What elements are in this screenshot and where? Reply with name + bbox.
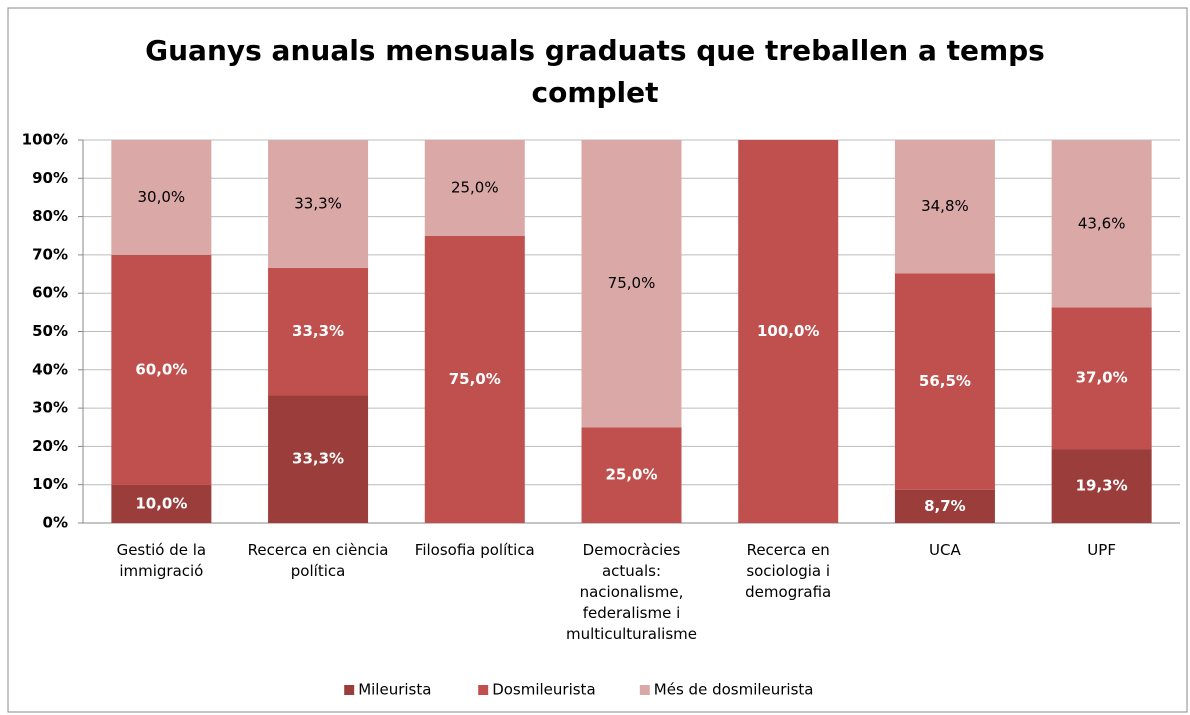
data-label: 30,0% [138, 188, 186, 206]
bar-segment [581, 140, 682, 428]
data-label: 33,3% [292, 450, 344, 468]
bar-segment [424, 140, 525, 236]
x-tick-label: Recerca en sociologia i demografia [745, 541, 832, 601]
x-tick-label: Democràcies actuals: nacionalisme, feder… [565, 541, 697, 643]
bar-segment [268, 267, 369, 396]
y-tick-label: 60% [32, 284, 68, 302]
legend-label: Dosmileurista [492, 681, 595, 699]
y-tick-label: 10% [32, 475, 68, 493]
x-tick-label: UPF [1087, 541, 1116, 559]
data-label: 37,0% [1076, 369, 1128, 387]
data-label: 19,3% [1076, 477, 1128, 495]
y-tick-label: 0% [43, 514, 68, 532]
x-tick-label: Filosofia política [414, 541, 535, 559]
x-tick-label: UCA [929, 541, 961, 559]
bar-segment [111, 140, 212, 255]
y-tick-label: 50% [32, 322, 68, 340]
y-tick-label: 90% [32, 169, 68, 187]
bar-segment [738, 140, 839, 523]
y-tick-label: 100% [22, 131, 68, 149]
data-label: 75,0% [608, 274, 656, 292]
data-label: 75,0% [449, 370, 501, 388]
bar-segment [894, 273, 995, 490]
data-label: 100,0% [757, 322, 819, 340]
data-label: 34,8% [921, 197, 969, 215]
bar-segment [111, 484, 212, 523]
bar-segment [1051, 307, 1152, 450]
legend-swatch [344, 685, 355, 695]
y-tick-label: 80% [32, 207, 68, 225]
bar-segment [268, 395, 369, 523]
bar-segment [1051, 140, 1152, 308]
bar-segment [1051, 449, 1152, 523]
legend-swatch [639, 685, 650, 695]
x-tick-label: Recerca en ciència política [247, 541, 389, 580]
legend-label: Més de dosmileurista [654, 681, 814, 699]
bar-segment [581, 427, 682, 523]
bar-segment [111, 254, 212, 485]
bar-segment [268, 140, 369, 268]
y-tick-label: 30% [32, 399, 68, 417]
y-tick-label: 70% [32, 245, 68, 263]
bar-segment [894, 140, 995, 274]
data-label: 33,3% [294, 195, 342, 213]
chart-title: Guanys anuals mensuals graduats que treb… [145, 34, 1045, 109]
data-label: 56,5% [919, 372, 971, 390]
y-tick-label: 20% [32, 437, 68, 455]
data-label: 25,0% [451, 178, 499, 196]
data-label: 43,6% [1078, 214, 1126, 232]
data-label: 60,0% [135, 360, 187, 378]
x-tick-label: Gestió de la immigració [116, 541, 207, 580]
bar-segment [424, 235, 525, 523]
y-tick-label: 40% [32, 360, 68, 378]
data-label: 25,0% [605, 466, 657, 484]
data-label: 33,3% [292, 322, 344, 340]
legend-label: Mileurista [358, 681, 431, 699]
legend-swatch [478, 685, 489, 695]
data-label: 10,0% [135, 494, 187, 512]
bar-segment [894, 489, 995, 523]
data-label: 8,7% [924, 497, 966, 515]
